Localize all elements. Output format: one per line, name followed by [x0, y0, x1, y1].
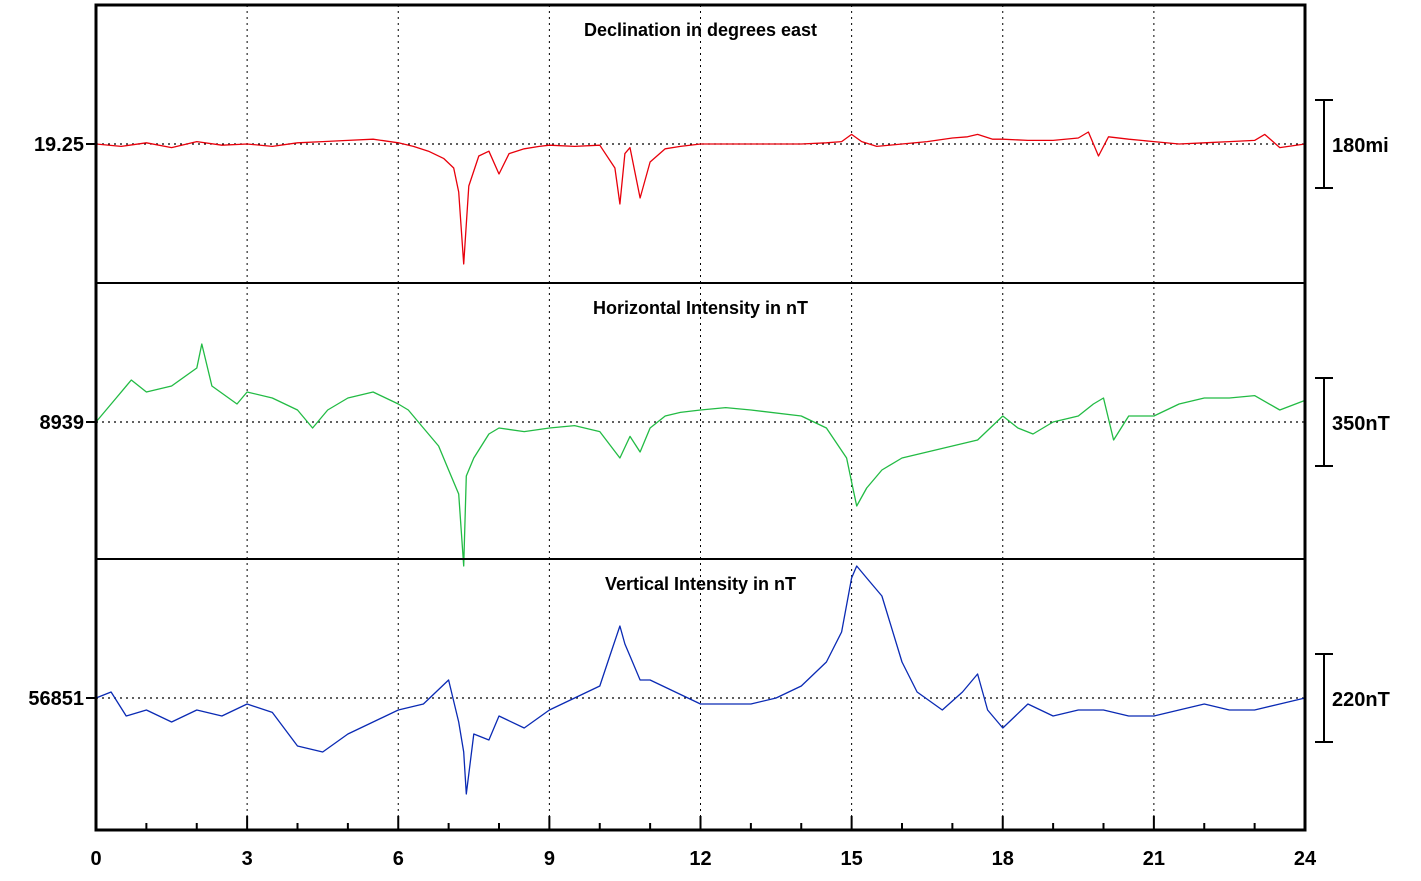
scale-bar-label: 220nT	[1332, 689, 1390, 711]
x-tick-label: 6	[393, 848, 404, 870]
x-tick-label: 9	[544, 848, 555, 870]
panel-title: Horizontal Intensity in nT	[593, 298, 808, 318]
scale-bar-label: 180mi	[1332, 135, 1389, 157]
baseline-label: 56851	[28, 688, 84, 710]
series-line	[95, 565, 1306, 795]
x-tick-label: 21	[1143, 848, 1165, 870]
x-tick-label: 15	[841, 848, 863, 870]
panel-2: Horizontal Intensity in nT 8939 350nT	[40, 282, 1390, 567]
panel-title: Vertical Intensity in nT	[605, 574, 796, 594]
plot-frame	[94, 3, 1307, 832]
scale-bar-label: 350nT	[1332, 413, 1390, 435]
series-line	[95, 343, 1306, 567]
panel-title: Declination in degrees east	[584, 20, 817, 40]
x-tick-label: 18	[992, 848, 1014, 870]
x-tick-label: 24	[1294, 848, 1317, 870]
x-tick-label: 3	[242, 848, 253, 870]
panel-1: Declination in degrees east 19.25 180mi	[34, 20, 1389, 265]
series-line	[95, 131, 1306, 265]
baseline-label: 19.25	[34, 134, 84, 156]
panel-3: Vertical Intensity in nT 56851 220nT	[28, 558, 1390, 795]
x-axis: 0 3 6 9 12 15 18 21 24	[90, 816, 1317, 870]
x-tick-label: 0	[90, 848, 101, 870]
x-tick-label: 12	[689, 848, 711, 870]
baseline-label: 8939	[40, 412, 85, 434]
panels: Declination in degrees east 19.25 180mi Hor…	[28, 5, 1390, 830]
